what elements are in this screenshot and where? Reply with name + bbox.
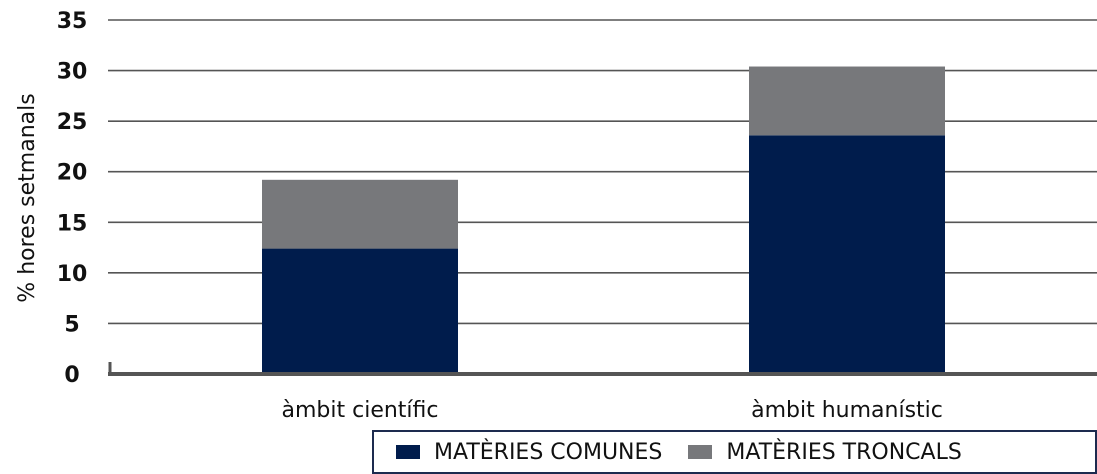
y-tick-label: 35 [57,9,88,34]
legend-label-troncals: MATÈRIES TRONCALS [726,439,962,465]
grid-lines [108,19,1097,325]
axes [108,362,1097,376]
y-tick-label: 25 [57,110,88,135]
y-tick-label: 10 [57,262,88,287]
x-category-label: àmbit científic [282,398,439,423]
category-labels: àmbit científic àmbit humanístic [282,398,943,423]
y-tick-label: 20 [57,161,88,186]
y-tick-label: 0 [64,363,79,388]
legend-item-troncals: MATÈRIES TRONCALS [688,439,962,465]
y-tick-label: 5 [64,312,79,337]
bar-segment [749,135,945,374]
legend-swatch-troncals [688,445,713,459]
y-tick-label: 15 [57,211,88,236]
legend: MATÈRIES COMUNES MATÈRIES TRONCALS [372,430,1097,474]
y-axis-title: % hores setmanals [15,93,40,302]
legend-swatch-comunes [396,445,420,459]
bar-segment [749,66,945,136]
bar-segment [262,248,458,374]
y-tick-labels: 0 5 10 15 20 25 30 35 [57,9,88,388]
bar-segment [262,179,458,249]
bars [262,66,945,374]
x-category-label: àmbit humanístic [751,398,943,423]
legend-item-comunes: MATÈRIES COMUNES [396,440,662,465]
y-tick-label: 30 [57,60,88,85]
legend-label-comunes: MATÈRIES COMUNES [434,439,663,465]
